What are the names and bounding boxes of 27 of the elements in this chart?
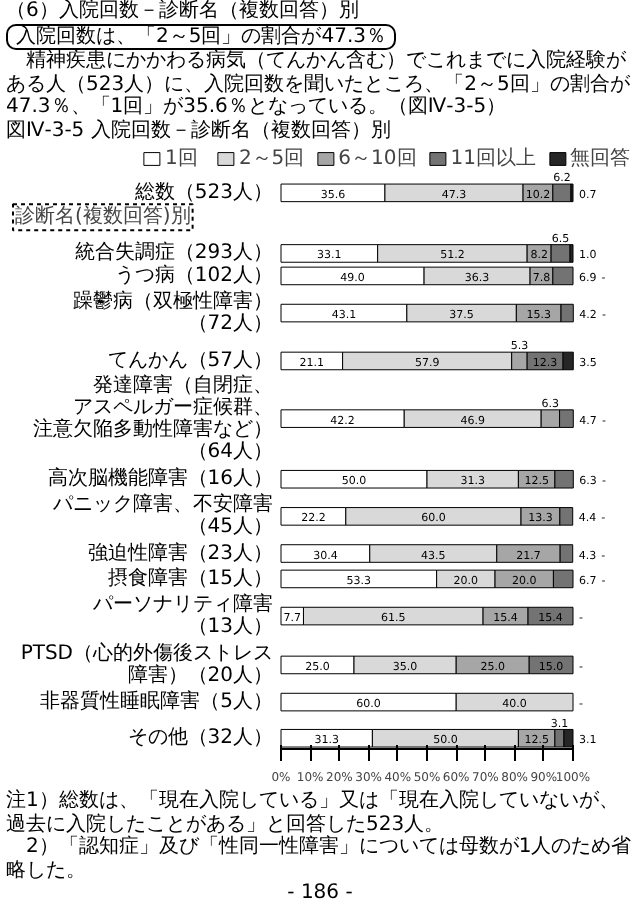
legend-label: 6～10回 (338, 146, 417, 172)
legend-label: 2～5回 (238, 146, 305, 172)
text: 注1）総数は、「現在入院している」又は「現在入院していないが、過去に入院したことがある」と回答した523人。 (6, 790, 621, 835)
y-tick-label: 総数（523人） (132, 179, 274, 204)
y-tick-label: 躁鬱病（双極性障害）（72人） (73, 289, 274, 336)
y-tick-label: パーソナリティ障害（13人） (91, 592, 274, 639)
chart-title: 図Ⅳ-3-5 入院回数－診断名（複数回答）別 (6, 119, 391, 142)
y-tick-label: うつ病（102人） (114, 262, 274, 287)
text: - 186 - (287, 882, 353, 905)
y-tick-label: 非器質性睡眠障害（5人） (40, 689, 274, 714)
text: 診断名(複数回答)別 (15, 204, 191, 229)
y-tick-label: 強迫性障害（23人） (87, 540, 274, 565)
y-tick-label: 発達障害（自閉症、アスペルガー症候群、注意欠陥多動性障害など）（64人） (33, 372, 274, 463)
legend-label: 11回以上 (450, 145, 536, 172)
y-tick-label: てんかん（57人） (107, 349, 274, 372)
y-tick-label: パニック障害、不安障害（45人） (51, 492, 274, 539)
y-tick-label: 統合失調症（293人） (74, 240, 274, 265)
y-tick-label: 摂食障害（15人） (107, 565, 274, 590)
text: 2）「認知症」及び「性同一性障害」については母数が1人のため省略した。 (6, 836, 634, 882)
y-tick-label: PTSD（心的外傷後ストレス障害）（20人） (20, 640, 274, 687)
y-tick-label: 高次脳機能障害（16人） (47, 466, 274, 491)
y-tick-label: その他（32人） (127, 725, 274, 750)
legend-label: 1回 (164, 146, 200, 172)
legend-label: 無回答 (570, 146, 630, 172)
text: 精神疾患にかかわる病気（てんかん含む）でこれまでに入院経験がある人（523人）に、入院回数を聞いたところ、「2～5回」の割合が47.3％、「1回」が35.6％となっている。（図Ⅳ-3-5） (6, 50, 632, 119)
text: 入院回数は、「2～5回」の割合が47.3％ (16, 25, 386, 48)
text: （6）入院回数－診断名（複数回答）別 (6, 0, 359, 23)
